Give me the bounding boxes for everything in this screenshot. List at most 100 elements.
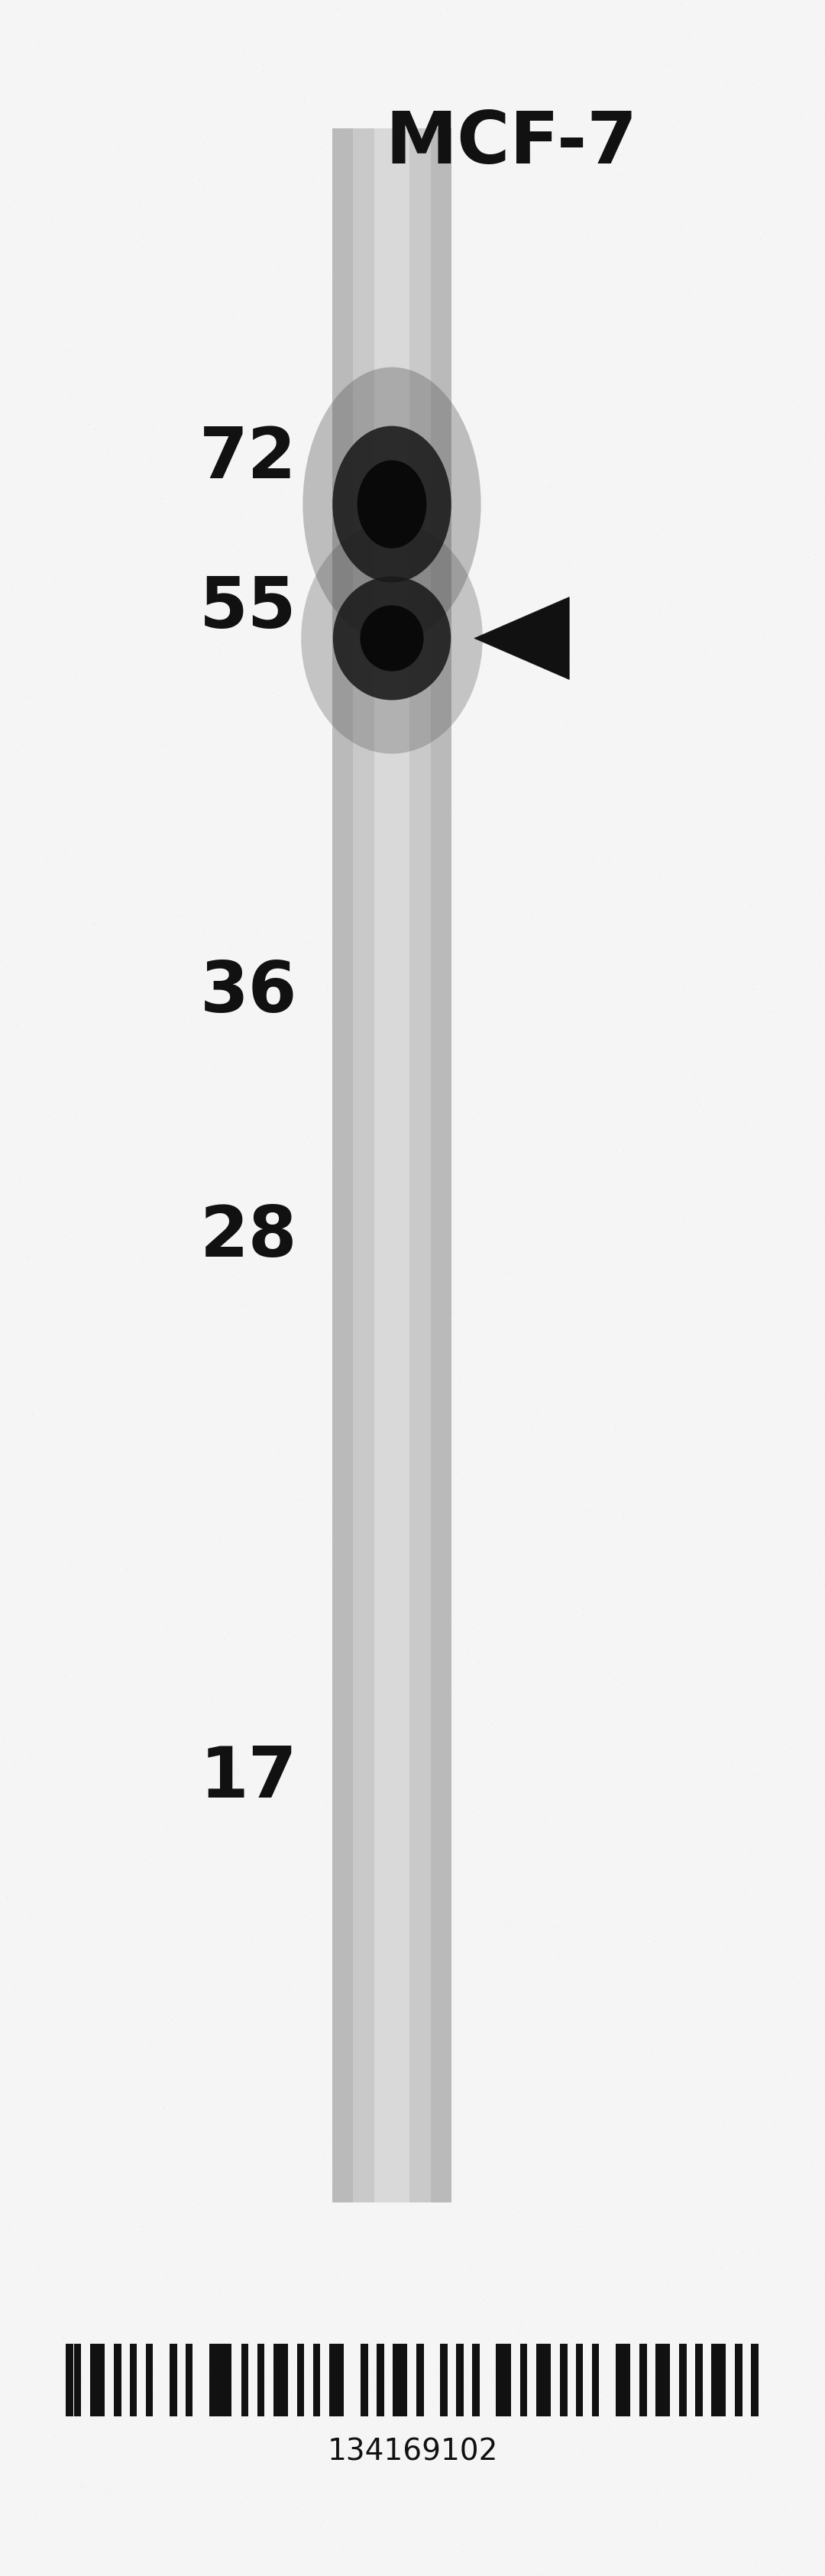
Point <box>45 1252 59 1293</box>
Point <box>101 1463 114 1504</box>
Point <box>306 1504 319 1546</box>
Point <box>346 2442 359 2483</box>
Point <box>815 1927 825 1968</box>
Point <box>375 1391 388 1432</box>
Point <box>755 2218 768 2259</box>
Point <box>654 2352 667 2393</box>
Point <box>719 935 732 976</box>
Point <box>214 1229 228 1270</box>
Point <box>811 868 824 909</box>
Point <box>239 577 252 618</box>
Point <box>277 245 290 286</box>
Point <box>659 1708 672 1749</box>
Point <box>49 214 62 255</box>
Point <box>203 824 216 866</box>
Point <box>191 2524 205 2566</box>
Point <box>582 157 595 198</box>
Point <box>0 2409 9 2450</box>
Point <box>816 294 825 335</box>
Point <box>466 984 479 1025</box>
Point <box>643 1940 656 1981</box>
Point <box>436 1502 449 1543</box>
Point <box>267 1685 280 1726</box>
Point <box>171 2215 184 2257</box>
Point <box>427 0 441 28</box>
Point <box>375 1309 388 1350</box>
Point <box>158 222 171 263</box>
Point <box>48 1522 61 1564</box>
Point <box>169 36 182 77</box>
Point <box>659 1672 672 1713</box>
Point <box>63 762 76 804</box>
Point <box>517 1880 530 1922</box>
Point <box>768 1517 781 1558</box>
Point <box>245 2048 258 2089</box>
Point <box>99 281 112 322</box>
Point <box>459 428 472 469</box>
Point <box>194 46 207 88</box>
Point <box>255 2393 268 2434</box>
Point <box>747 858 761 899</box>
Point <box>210 786 224 827</box>
Point <box>130 1213 144 1255</box>
Point <box>612 2177 625 2218</box>
Point <box>778 2488 791 2530</box>
Point <box>40 1492 54 1533</box>
Point <box>683 345 696 386</box>
Point <box>763 992 776 1033</box>
Point <box>279 2195 292 2236</box>
Point <box>302 889 315 930</box>
Point <box>237 868 250 909</box>
Point <box>64 2334 78 2375</box>
Point <box>665 804 678 845</box>
Point <box>550 2133 563 2174</box>
Point <box>58 1656 71 1698</box>
Point <box>301 2530 314 2571</box>
Point <box>438 814 451 855</box>
Point <box>548 368 561 410</box>
Point <box>311 1937 324 1978</box>
Point <box>157 1571 170 1613</box>
Point <box>142 951 155 992</box>
Point <box>693 768 706 809</box>
Point <box>272 675 285 716</box>
Point <box>773 711 786 752</box>
Point <box>331 477 344 518</box>
Point <box>410 1170 423 1211</box>
Point <box>359 1159 372 1200</box>
Point <box>548 1275 561 1316</box>
Point <box>381 639 394 680</box>
Point <box>18 1090 31 1131</box>
Point <box>129 788 142 829</box>
Point <box>148 2519 162 2561</box>
Point <box>491 134 504 175</box>
Point <box>275 677 288 719</box>
Point <box>363 13 376 54</box>
Point <box>441 531 455 572</box>
Point <box>666 1641 679 1682</box>
Point <box>473 1641 486 1682</box>
Point <box>535 265 548 307</box>
Point <box>68 1319 82 1360</box>
Point <box>161 1610 174 1651</box>
Point <box>314 129 328 170</box>
Point <box>295 1891 309 1932</box>
Point <box>334 1512 347 1553</box>
Point <box>216 1484 229 1525</box>
Point <box>252 1007 265 1048</box>
Point <box>329 1553 342 1595</box>
Point <box>272 1239 285 1280</box>
Point <box>21 1844 34 1886</box>
Point <box>129 963 142 1005</box>
Point <box>61 1623 74 1664</box>
Point <box>180 2264 193 2306</box>
Point <box>266 2380 279 2421</box>
Point <box>780 1571 793 1613</box>
Point <box>291 2427 304 2468</box>
Point <box>366 2349 380 2391</box>
Point <box>639 121 652 162</box>
Point <box>69 343 82 384</box>
Point <box>726 345 739 386</box>
Point <box>629 1257 642 1298</box>
Point <box>726 1303 739 1345</box>
